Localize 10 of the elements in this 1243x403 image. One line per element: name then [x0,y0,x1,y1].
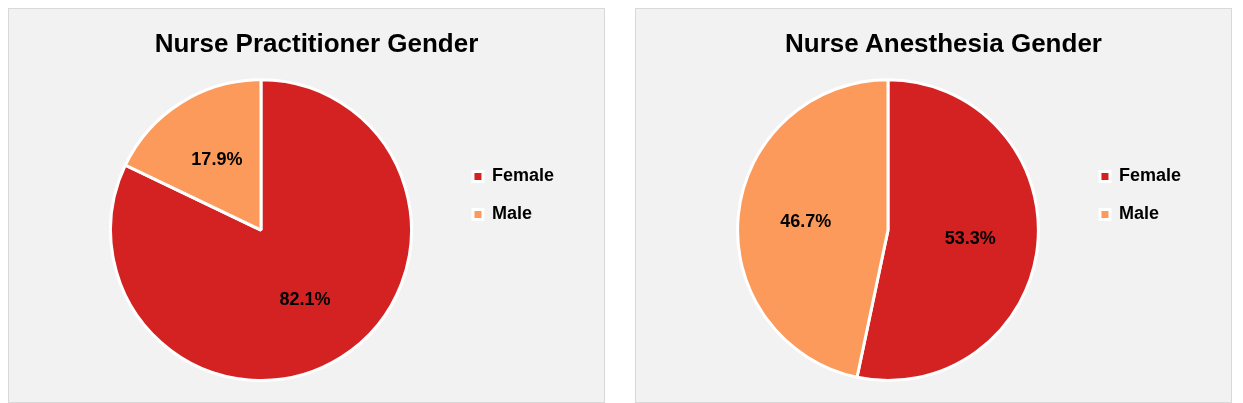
chart-title: Nurse Practitioner Gender [154,27,479,58]
data-label: 82.1% [279,289,331,310]
legend-label: Female [491,165,555,186]
chart-title: Nurse Anesthesia Gender [785,27,1102,58]
legend-label: Male [1118,203,1159,224]
legend-label: Male [491,203,532,224]
data-label: 53.3% [944,227,996,248]
data-label: 17.9% [191,149,243,170]
data-label: 46.7% [780,210,832,231]
legend-label: Female [1118,165,1182,186]
